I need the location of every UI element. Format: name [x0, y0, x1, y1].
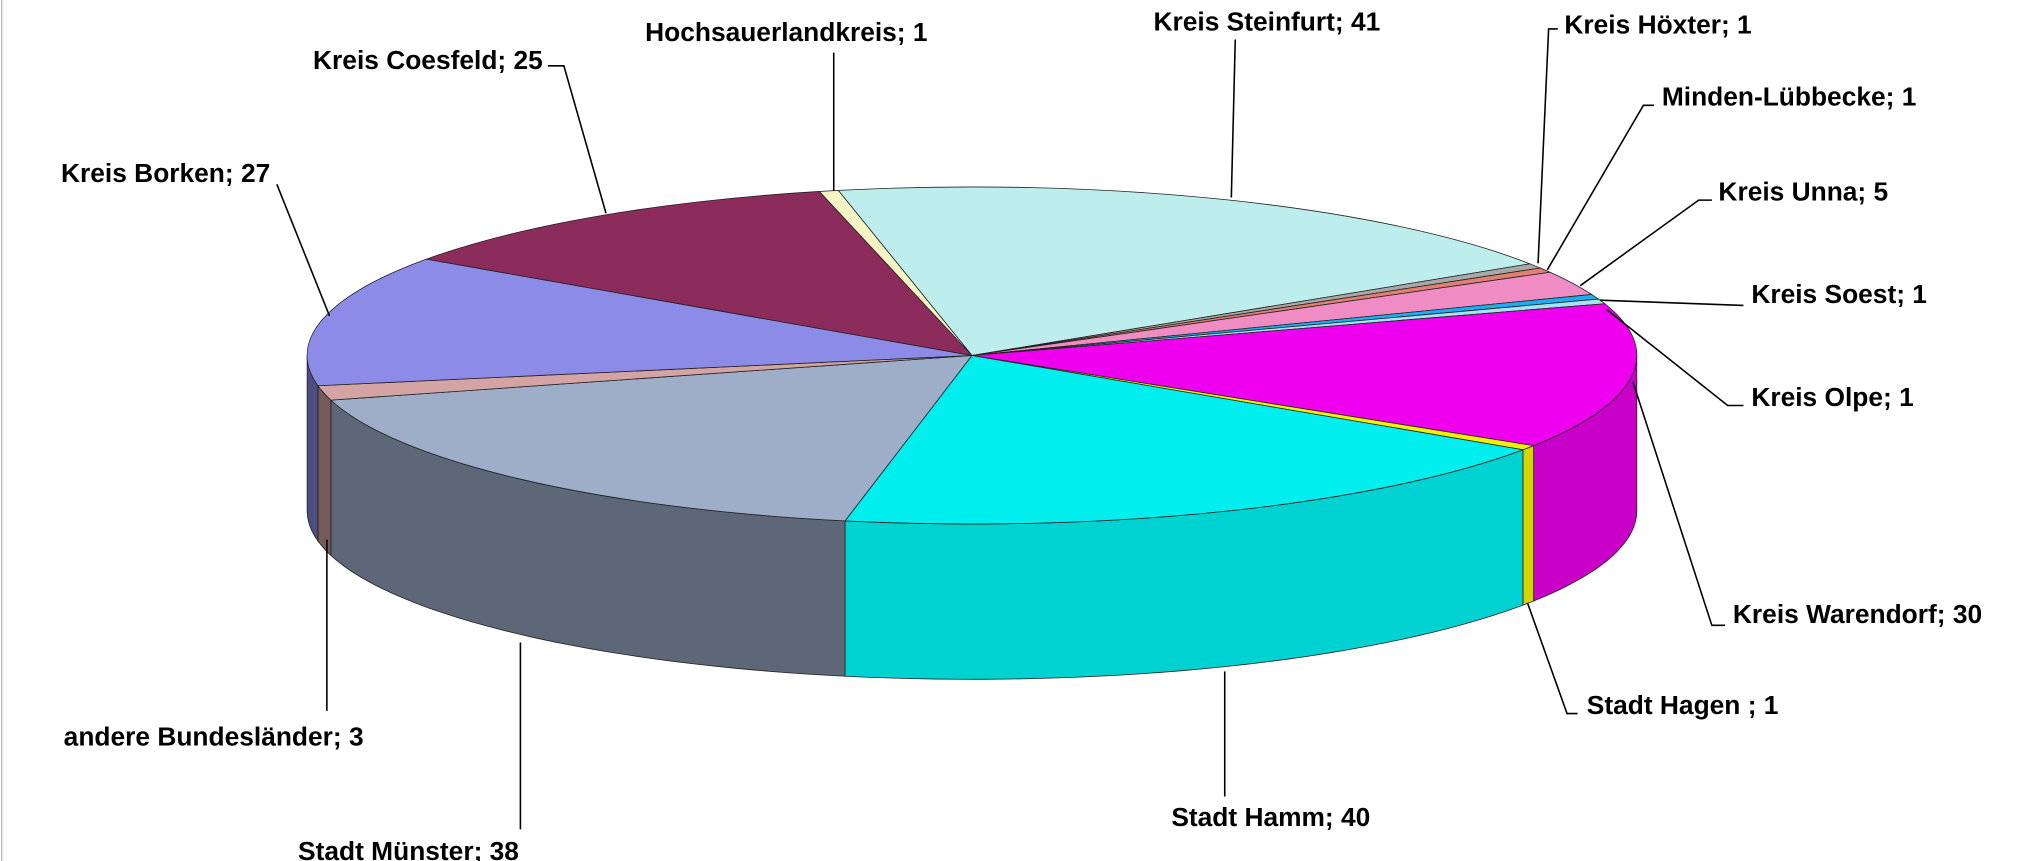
slice: [971, 303, 1638, 447]
slice: [424, 191, 974, 357]
leader-line: [1537, 28, 1558, 264]
data-label: andere Bundesländer; 3: [64, 722, 364, 752]
slice: [837, 186, 1532, 356]
slice: [818, 189, 973, 356]
leader-line: [276, 184, 331, 317]
slice: [844, 355, 1525, 525]
leader-line: [1526, 602, 1578, 715]
leader-line: [1599, 299, 1744, 307]
slice: [329, 355, 973, 522]
leader-line: [548, 65, 607, 214]
slice-side: [317, 384, 332, 557]
leader-line: [1230, 39, 1237, 198]
leader-line: [1546, 104, 1654, 271]
data-label: Kreis Olpe; 1: [1751, 382, 1913, 412]
data-label: Minden-Lübbecke; 1: [1662, 82, 1917, 112]
leader-line: [1579, 199, 1712, 287]
slice: [306, 258, 973, 387]
data-label: Kreis Steinfurt; 41: [1153, 7, 1380, 37]
data-label: Kreis Warendorf; 30: [1733, 599, 1982, 629]
data-label: Kreis Höxter; 1: [1564, 9, 1751, 39]
data-label: Kreis Soest; 1: [1751, 279, 1927, 309]
leader-line: [1606, 308, 1744, 407]
data-label: Stadt Münster; 38: [298, 836, 519, 861]
data-label: Hochsauerlandkreis; 1: [645, 17, 927, 47]
data-label: Kreis Coesfeld; 25: [313, 45, 543, 75]
data-label: Kreis Unna; 5: [1718, 176, 1888, 206]
leader-line: [1632, 381, 1726, 627]
data-label: Kreis Borken; 27: [61, 158, 270, 188]
data-label: Stadt Hagen ; 1: [1587, 690, 1779, 720]
data-label: Stadt Hamm; 40: [1171, 802, 1370, 832]
slice-side: [1522, 445, 1534, 606]
